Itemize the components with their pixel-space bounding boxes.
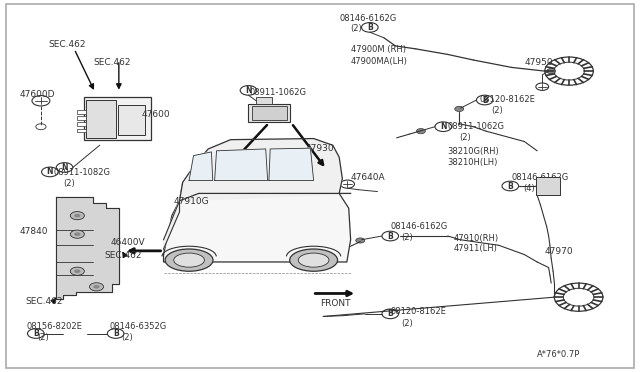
Text: 08146-6162G: 08146-6162G [511,173,569,182]
Text: B: B [508,182,513,190]
Text: 47910G: 47910G [173,198,209,206]
Polygon shape [164,193,351,262]
Polygon shape [189,152,212,180]
Text: 38210G(RH): 38210G(RH) [448,147,499,156]
Polygon shape [164,201,179,249]
Text: B: B [387,231,393,241]
Text: (4): (4) [523,185,535,193]
Text: (2): (2) [38,333,49,341]
Circle shape [417,129,426,134]
Circle shape [74,214,81,218]
Text: 08120-8162E: 08120-8162E [479,96,536,105]
FancyBboxPatch shape [248,104,290,122]
Text: 47900M (RH): 47900M (RH) [351,45,406,54]
Text: B: B [367,23,372,32]
FancyBboxPatch shape [77,129,86,132]
FancyBboxPatch shape [256,97,272,104]
Circle shape [74,269,81,273]
Text: 08146-6162G: 08146-6162G [390,222,447,231]
FancyBboxPatch shape [84,97,151,140]
Text: 47600: 47600 [141,110,170,119]
Text: (2): (2) [351,24,362,33]
Text: (2): (2) [402,318,413,328]
Ellipse shape [165,249,213,271]
Polygon shape [179,138,351,201]
Polygon shape [56,197,119,299]
Text: N: N [440,122,447,131]
Text: B: B [387,310,393,318]
FancyBboxPatch shape [252,106,287,121]
Text: 47600D: 47600D [20,90,55,99]
Text: (2): (2) [261,99,273,108]
Text: (2): (2) [491,106,503,115]
Circle shape [90,283,104,291]
Text: A*76*0.7P: A*76*0.7P [537,350,580,359]
Text: 08146-6162G: 08146-6162G [339,14,396,23]
Text: 08120-8162E: 08120-8162E [390,307,446,317]
Circle shape [70,230,84,238]
Text: 47910(RH): 47910(RH) [454,234,499,243]
Circle shape [93,285,100,289]
FancyBboxPatch shape [118,105,145,135]
Text: 47840: 47840 [20,227,49,236]
Text: 08911-1062G: 08911-1062G [448,122,505,131]
Text: 47950: 47950 [524,58,553,67]
Text: B: B [113,329,118,338]
Text: SEC.462: SEC.462 [93,58,131,67]
Text: 08146-6352G: 08146-6352G [109,321,166,331]
Text: N: N [61,163,68,172]
FancyBboxPatch shape [536,177,560,195]
Text: 47930: 47930 [306,144,335,153]
Circle shape [356,238,365,243]
FancyBboxPatch shape [77,122,86,126]
FancyBboxPatch shape [77,116,86,120]
Circle shape [74,232,81,236]
Circle shape [70,212,84,220]
Text: N: N [245,86,252,95]
Polygon shape [269,148,314,180]
Circle shape [455,106,464,112]
Text: (2): (2) [121,333,132,341]
Text: (2): (2) [63,179,75,188]
Polygon shape [214,149,268,180]
FancyBboxPatch shape [77,110,86,114]
Circle shape [70,267,84,275]
Text: SEC.462: SEC.462 [104,251,141,260]
FancyBboxPatch shape [86,100,116,138]
Ellipse shape [298,253,329,267]
Text: 08911-1062G: 08911-1062G [250,88,307,97]
Text: SEC.462: SEC.462 [49,40,86,49]
Ellipse shape [290,249,337,271]
Text: 08156-8202E: 08156-8202E [26,321,82,331]
Text: B: B [33,329,38,338]
Text: (2): (2) [460,133,471,142]
Text: 47911(LH): 47911(LH) [454,244,498,253]
Text: 47970: 47970 [545,247,573,256]
Text: N: N [47,167,53,176]
Text: 38210H(LH): 38210H(LH) [448,158,498,167]
Ellipse shape [173,253,204,267]
Text: FRONT: FRONT [320,299,351,308]
Text: B: B [482,96,488,105]
Text: (2): (2) [402,233,413,242]
Text: SEC.462: SEC.462 [25,298,63,307]
Text: 08911-1082G: 08911-1082G [53,168,110,177]
FancyBboxPatch shape [6,4,634,368]
Circle shape [547,68,556,74]
Text: 47900MA(LH): 47900MA(LH) [351,57,408,65]
Text: 46400V: 46400V [111,238,145,247]
Text: 47640A: 47640A [351,173,385,182]
